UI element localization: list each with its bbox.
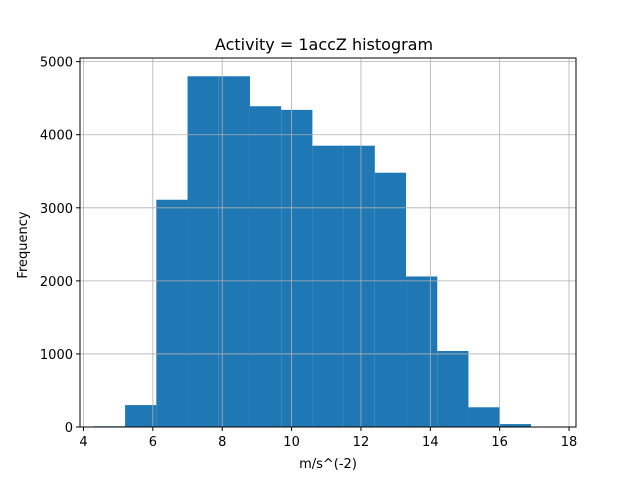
y-axis-label: Frequency xyxy=(16,211,31,278)
histogram-bar xyxy=(187,76,219,427)
axes-frame xyxy=(79,57,577,428)
histogram-bar xyxy=(499,424,531,427)
x-tick-label: 10 xyxy=(283,435,300,450)
histogram-bar xyxy=(374,172,407,427)
histogram-bar xyxy=(125,405,157,427)
histogram-bar xyxy=(249,106,282,428)
y-tick-label: 0 xyxy=(65,421,73,436)
histogram-bar xyxy=(437,351,469,427)
histogram-bar xyxy=(156,199,188,427)
histogram-bar xyxy=(343,145,375,427)
x-tick-label: 4 xyxy=(79,435,87,450)
chart-title: Activity = 1accZ histogram xyxy=(215,35,433,54)
x-tick-label: 8 xyxy=(218,435,226,450)
plot-area: 4 6 8 10 12 14 16 18 0 1000 2000 3000 4000 5000 xyxy=(40,56,577,450)
x-tick-label: 12 xyxy=(353,435,370,450)
histogram-bar xyxy=(312,145,344,427)
histogram-bar xyxy=(468,407,500,427)
y-tick-label: 4000 xyxy=(40,129,73,144)
x-tick-label: 14 xyxy=(422,435,439,450)
x-tick-label: 6 xyxy=(149,435,157,450)
x-tick-label: 18 xyxy=(561,435,578,450)
x-tick-label: 16 xyxy=(491,435,508,450)
y-tick-label: 3000 xyxy=(40,202,73,217)
histogram-bar xyxy=(406,276,438,427)
y-tick-label: 2000 xyxy=(40,275,73,290)
x-axis-label: m/s^(-2) xyxy=(299,457,357,472)
histogram-bar xyxy=(281,109,313,427)
histogram-bar xyxy=(218,76,250,427)
y-tick-label: 1000 xyxy=(40,348,73,363)
y-tick-label: 5000 xyxy=(40,56,73,71)
